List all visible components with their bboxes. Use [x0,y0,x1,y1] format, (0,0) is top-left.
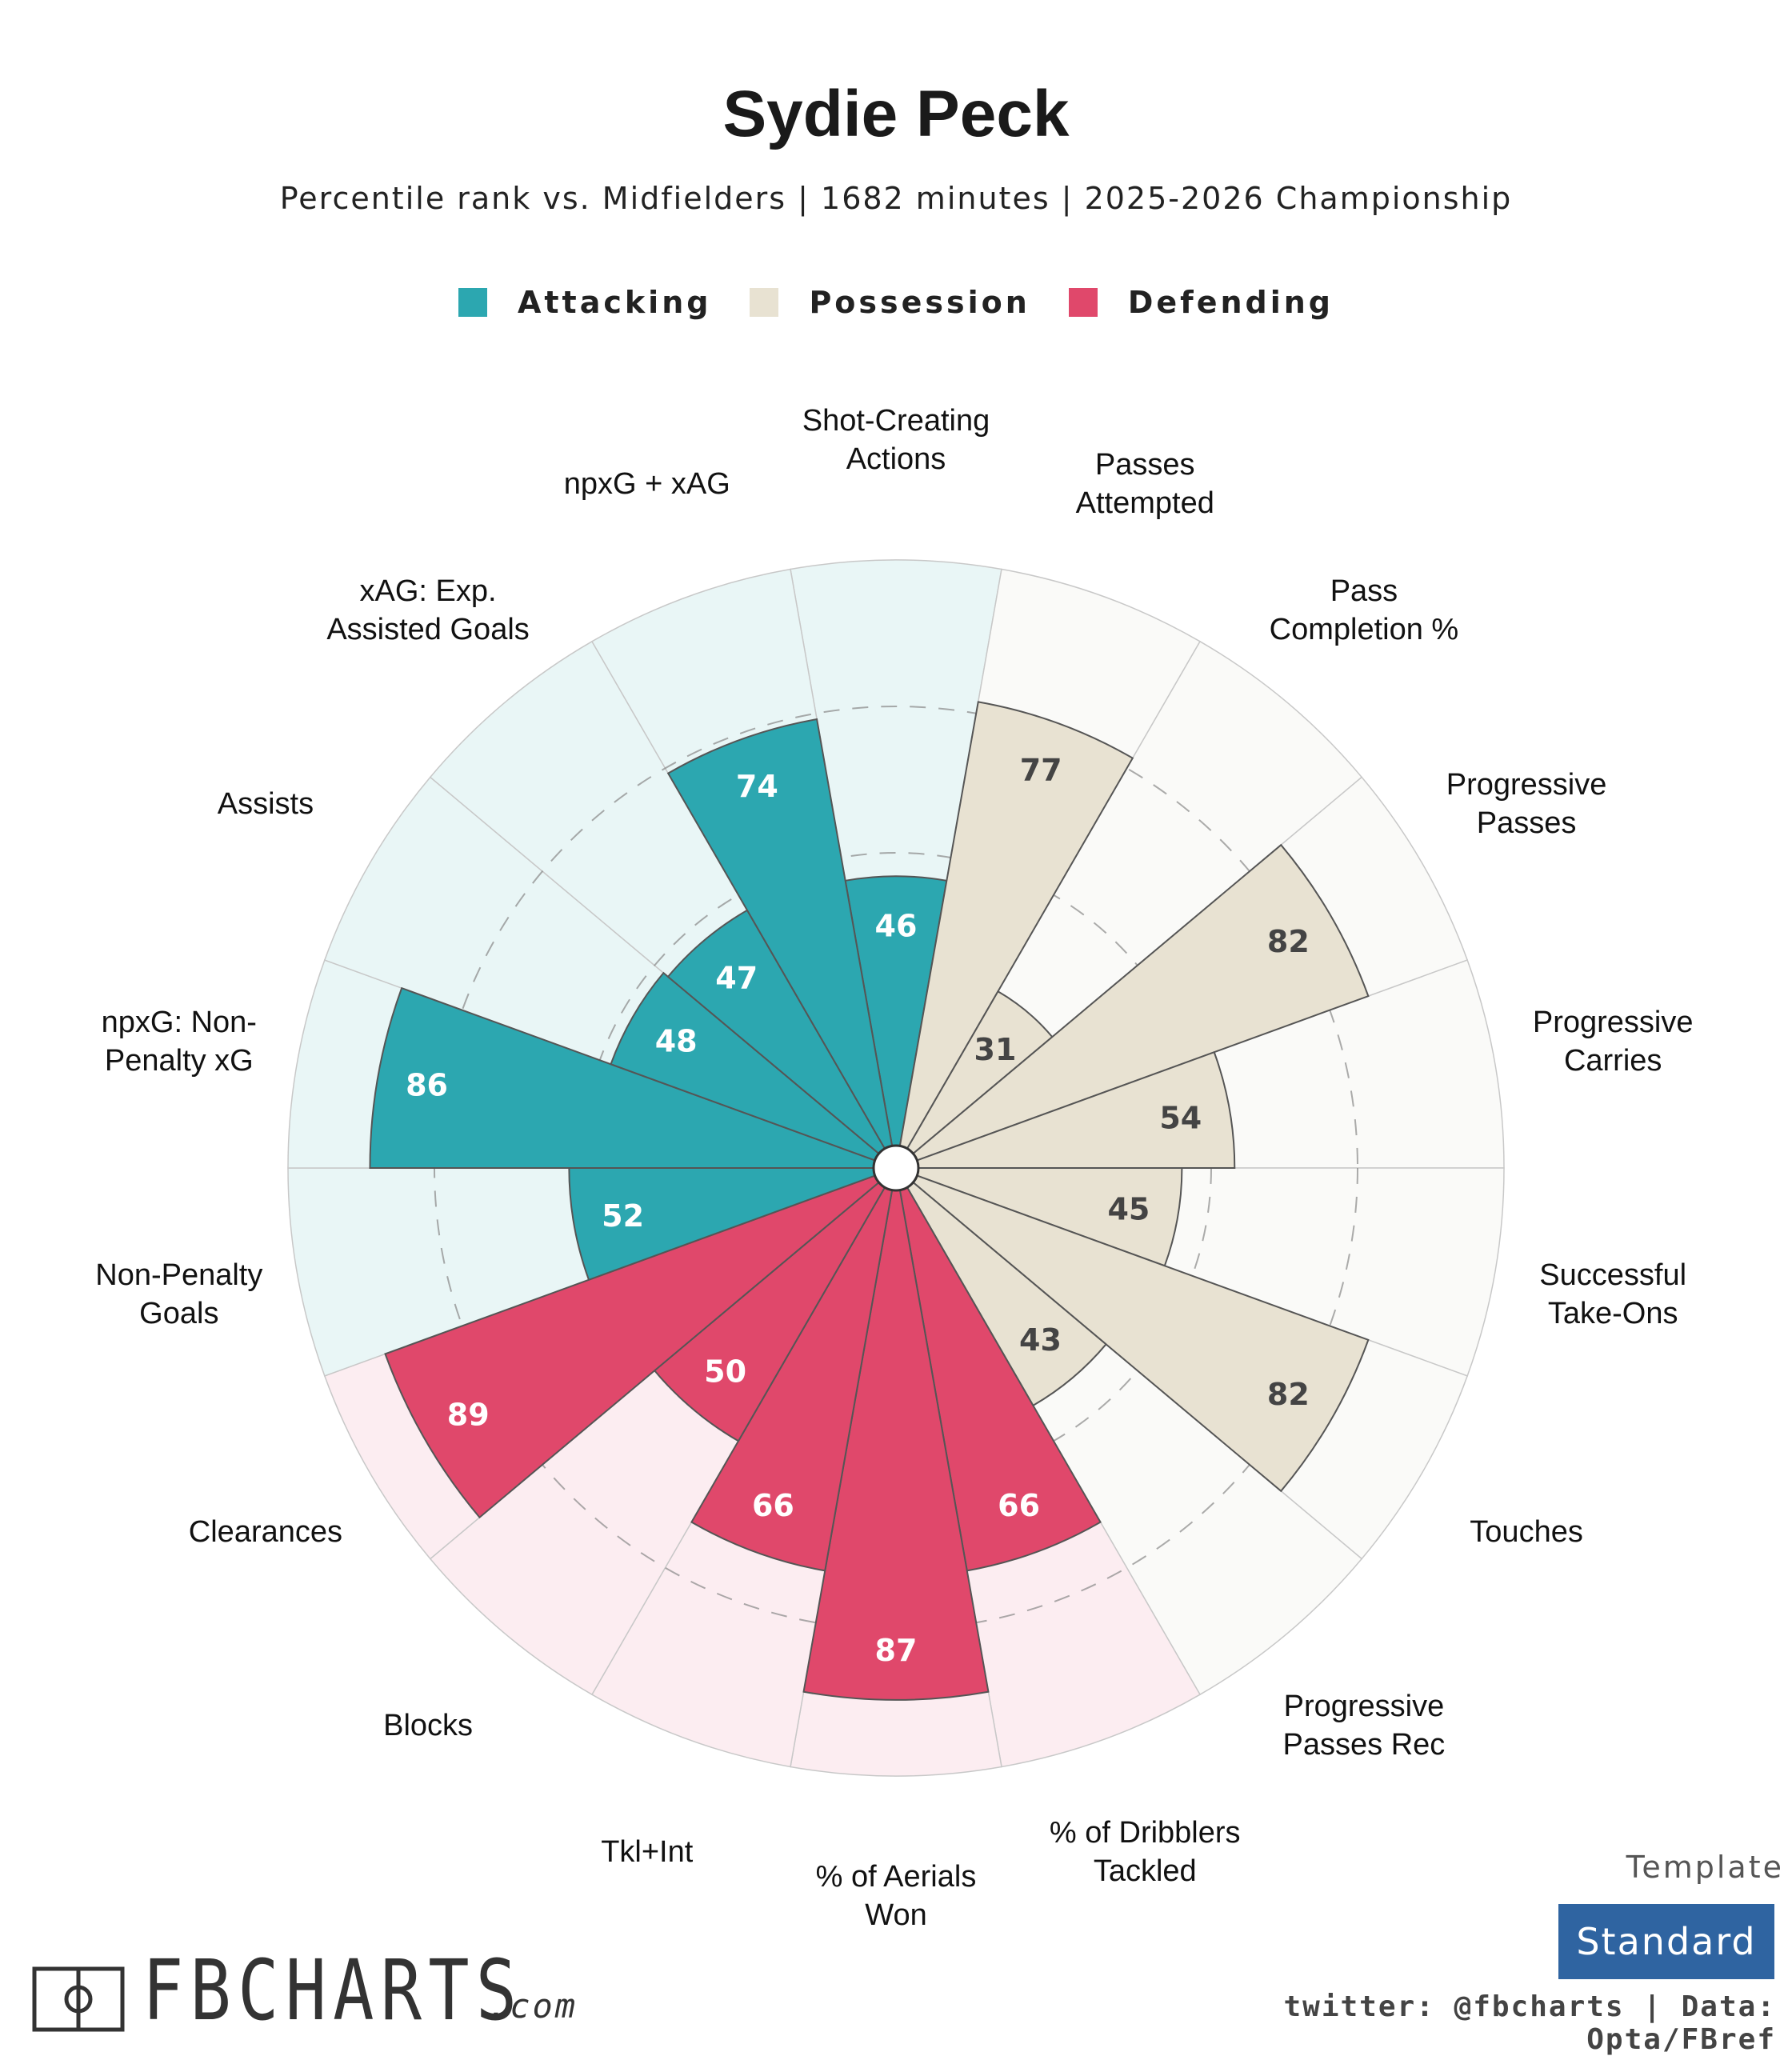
value-label-non-penalty-goals: 52 [602,1198,644,1234]
value-label-successful-take-ons: 45 [1107,1191,1150,1226]
chart-title: Sydie Peck [722,78,1070,150]
category-label-tkl-int: Tkl+Int [601,1835,694,1869]
category-label-xag-exp-assisted-goals: xAG: Exp. Assisted Goals [326,574,529,646]
category-label-progressive-passes: Progressive Passes [1446,768,1607,840]
value-label-shot-creating-actions: 46 [875,908,918,943]
category-label-clearances: Clearances [189,1515,342,1549]
template-label: Template [1626,1850,1784,1885]
category-label-npxg-xag: npxG + xAG [564,467,730,501]
value-label-assists: 48 [655,1023,698,1058]
legend-item-possession: Possession [750,285,1030,320]
category-label-successful-take-ons: Successful Take-Ons [1539,1258,1686,1330]
category-label-progressive-passes-rec: Progressive Passes Rec [1283,1690,1446,1762]
category-labels: Shot-Creating Actions Passes Attempted Pass C… [95,404,1693,1932]
value-label-npxg-non-penalty-xg: 86 [406,1068,448,1103]
legend-swatch-defending [1068,288,1098,317]
value-label-npxg-xag: 74 [736,769,778,804]
category-label-assists: Assists [218,787,314,821]
legend-item-defending: Defending [1068,285,1334,320]
legend-swatch-possession [750,288,779,317]
category-label-pass-completion: Pass Completion % [1270,574,1459,646]
credits: twitter: @fbcharts | Data: Opta/FBref [1283,1990,1776,2056]
brand-logo: FBCHARTS .com [32,1936,578,2032]
legend-label-defending: Defending [1127,285,1334,320]
category-label-touches: Touches [1470,1515,1583,1549]
value-label-progressive-passes: 82 [1267,924,1310,959]
value-label-progressive-carries: 54 [1159,1100,1202,1135]
chart-subtitle: Percentile rank vs. Midfielders | 1682 m… [279,181,1513,216]
value-label-xag-exp-assisted-goals: 47 [715,960,758,995]
category-label-non-penalty-goals: Non-Penalty Goals [95,1258,262,1330]
value-label-progressive-passes-rec: 43 [1019,1322,1062,1358]
value-label-tkl-int: 66 [752,1488,794,1523]
legend-item-attacking: Attacking [458,285,711,320]
value-label-of-aerials-won: 87 [875,1633,918,1668]
brand-name: FBCHARTS [142,1942,524,2039]
legend: Attacking Possession Defending [0,285,1792,320]
legend-swatch-attacking [458,288,487,317]
value-label-clearances: 89 [447,1398,490,1433]
bars [369,701,1370,1701]
value-label-pass-completion: 31 [974,1032,1017,1067]
category-label-shot-creating-actions: Shot-Creating Actions [802,404,990,476]
value-label-of-dribblers-tackled: 66 [998,1488,1040,1523]
value-label-blocks: 50 [704,1354,746,1389]
category-label-progressive-carries: Progressive Carries [1533,1006,1694,1078]
value-label-passes-attempted: 77 [1020,752,1062,787]
category-label-of-dribblers-tackled: % of Dribblers Tackled [1050,1816,1241,1888]
template-badge: Standard [1558,1904,1774,1979]
category-label-npxg-non-penalty-xg: npxG: Non-Penalty xG [102,1006,257,1078]
category-label-passes-attempted: Passes Attempted [1076,448,1214,520]
value-labels: 46 77 31 82 54 45 82 43 66 87 66 50 89 52 86 48 47 74 [406,752,1310,1668]
legend-label-possession: Possession [809,285,1030,320]
category-label-blocks: Blocks [383,1709,473,1742]
pitch-icon [32,1966,125,2032]
center-hole [872,1144,920,1192]
legend-label-attacking: Attacking [517,285,712,320]
value-label-touches: 82 [1267,1377,1310,1412]
category-label-of-aerials-won: % of Aerials Won [816,1860,977,1932]
brand-suffix: .com [486,1986,578,2026]
